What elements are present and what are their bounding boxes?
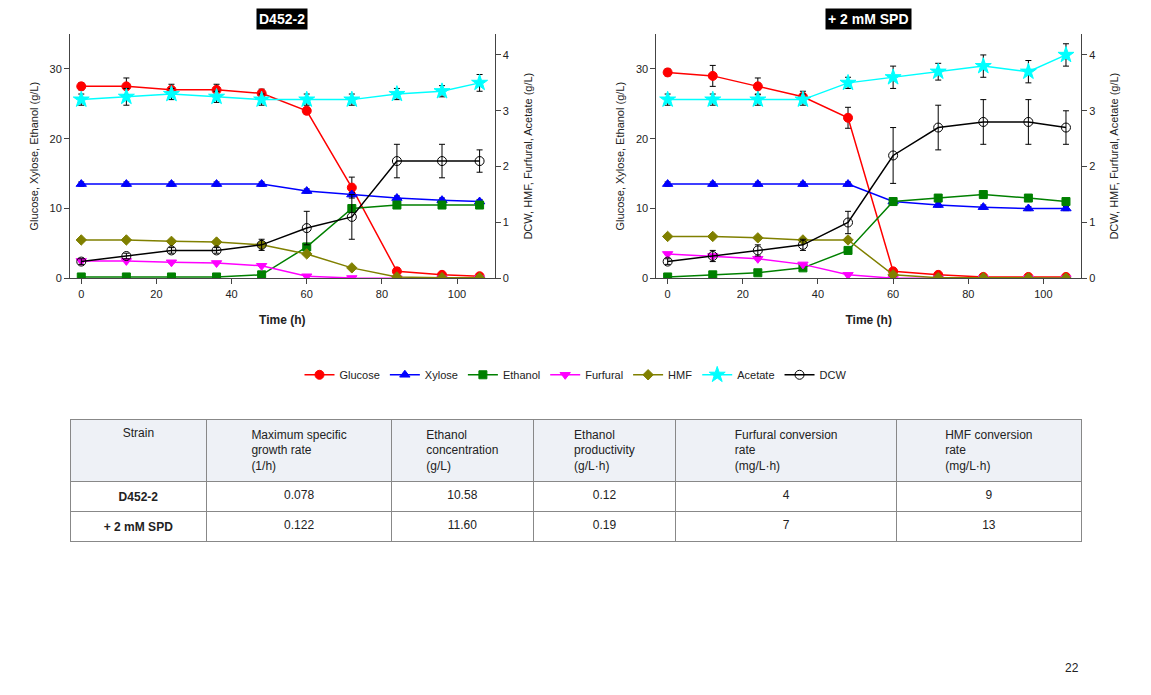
svg-text:80: 80 — [376, 288, 388, 300]
svg-text:4: 4 — [1089, 49, 1095, 61]
svg-text:10.58: 10.58 — [447, 488, 477, 502]
svg-text:DCW, HMF, Furfural, Acetate (g: DCW, HMF, Furfural, Acetate (g/L) — [1109, 73, 1121, 240]
svg-text:0.12: 0.12 — [593, 488, 617, 502]
svg-text:60: 60 — [301, 288, 313, 300]
svg-text:Ethanolconcentration(g/L): Ethanolconcentration(g/L) — [426, 428, 498, 473]
svg-text:20: 20 — [150, 288, 162, 300]
svg-text:D452-2: D452-2 — [259, 11, 305, 27]
svg-text:1: 1 — [503, 216, 509, 228]
svg-text:Glucose, Xylose, Ethanol (g/L): Glucose, Xylose, Ethanol (g/L) — [614, 82, 626, 231]
svg-text:80: 80 — [962, 288, 974, 300]
svg-text:4: 4 — [783, 488, 790, 502]
svg-text:0: 0 — [78, 288, 84, 300]
svg-text:10: 10 — [636, 202, 648, 214]
svg-text:Glucose: Glucose — [340, 369, 380, 381]
svg-text:4: 4 — [503, 49, 509, 61]
svg-text:0: 0 — [665, 288, 671, 300]
svg-text:22: 22 — [1065, 661, 1079, 675]
svg-text:2: 2 — [1089, 160, 1095, 172]
svg-text:+ 2 mM SPD: + 2 mM SPD — [104, 520, 173, 534]
svg-text:11.60: 11.60 — [448, 518, 477, 532]
svg-text:100: 100 — [448, 288, 466, 300]
svg-text:+ 2 mM SPD: + 2 mM SPD — [828, 11, 909, 27]
svg-text:Strain: Strain — [123, 426, 154, 440]
svg-text:Glucose, Xylose, Ethanol (g/L): Glucose, Xylose, Ethanol (g/L) — [28, 82, 40, 231]
svg-text:1: 1 — [1089, 216, 1095, 228]
svg-text:9: 9 — [986, 488, 993, 502]
svg-text:D452-2: D452-2 — [119, 490, 159, 504]
svg-text:Time (h): Time (h) — [845, 313, 891, 327]
svg-text:Maximum specificgrowth rate(1/: Maximum specificgrowth rate(1/h) — [251, 428, 346, 473]
svg-text:10: 10 — [50, 202, 62, 214]
svg-text:40: 40 — [225, 288, 237, 300]
svg-text:DCW: DCW — [820, 369, 847, 381]
svg-text:30: 30 — [50, 63, 62, 75]
svg-text:Ethanolproductivity(g/L·h): Ethanolproductivity(g/L·h) — [574, 428, 635, 473]
svg-text:Xylose: Xylose — [425, 369, 458, 381]
svg-text:Ethanol: Ethanol — [503, 369, 540, 381]
svg-text:3: 3 — [503, 105, 509, 117]
svg-text:20: 20 — [737, 288, 749, 300]
svg-text:40: 40 — [812, 288, 824, 300]
svg-text:0.122: 0.122 — [284, 518, 314, 532]
svg-text:100: 100 — [1034, 288, 1052, 300]
svg-text:Furfural conversionrate(mg/L·h: Furfural conversionrate(mg/L·h) — [735, 428, 838, 473]
svg-text:3: 3 — [1089, 105, 1095, 117]
svg-text:0.19: 0.19 — [593, 518, 617, 532]
svg-text:20: 20 — [636, 133, 648, 145]
svg-text:60: 60 — [887, 288, 899, 300]
svg-text:HMF: HMF — [668, 369, 692, 381]
svg-text:2: 2 — [503, 160, 509, 172]
svg-text:DCW, HMF, Furfural, Acetate (g: DCW, HMF, Furfural, Acetate (g/L) — [522, 73, 534, 240]
svg-text:7: 7 — [783, 518, 790, 532]
svg-text:0: 0 — [503, 272, 509, 284]
svg-text:Furfural: Furfural — [585, 369, 623, 381]
svg-text:0: 0 — [642, 272, 648, 284]
svg-text:0: 0 — [56, 272, 62, 284]
svg-text:Acetate: Acetate — [737, 369, 774, 381]
svg-text:0: 0 — [1089, 272, 1095, 284]
svg-text:30: 30 — [636, 63, 648, 75]
svg-text:Time (h): Time (h) — [259, 313, 305, 327]
svg-text:0.078: 0.078 — [284, 488, 314, 502]
svg-text:13: 13 — [982, 518, 996, 532]
svg-text:20: 20 — [50, 133, 62, 145]
svg-text:HMF conversionrate(mg/L·h): HMF conversionrate(mg/L·h) — [945, 428, 1032, 473]
